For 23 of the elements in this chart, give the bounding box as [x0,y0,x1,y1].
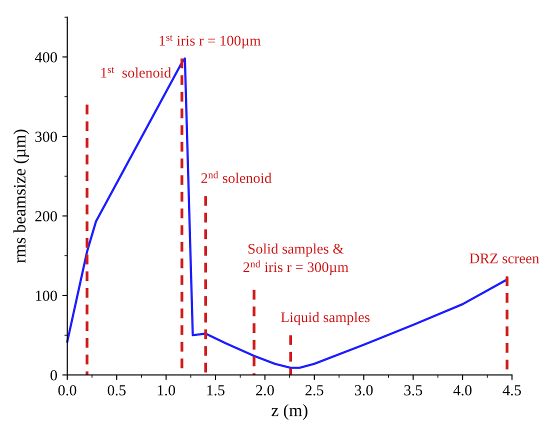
x-tick-label: 3.0 [354,385,373,396]
y-tick-label: 200 [35,211,57,222]
annotation: Liquid samples [281,312,370,326]
annotation: 2$^{nd}$ solenoid [201,171,272,184]
annotation: 1$^{st}$ iris r = 100µm [160,35,261,49]
y-tick-label: 300 [35,132,57,142]
x-tick-label: 2.0 [256,385,274,396]
y-tick-label: 400 [34,52,57,62]
x-tick-label: 4.5 [502,385,521,396]
x-axis-title: z (m) [272,404,308,420]
annotation: 1$^{st}$ solenoid [101,67,172,78]
x-tick-label: 4.0 [453,385,472,396]
annotation: Solid samples & 2$^{nd}$ iris r = 300µm [243,243,348,276]
x-tick-label: 1.5 [207,385,224,396]
annotation: DRZ screen [470,254,540,264]
x-tick-label: 2.5 [305,385,324,396]
x-tick-label: 0.5 [108,385,126,396]
x-tick-label: 3.5 [404,385,422,396]
y-tick-label: 0 [50,370,57,380]
x-tick-label: 0.0 [58,385,76,396]
y-axis-title: rms beamsize (µm) [13,130,30,263]
x-tick-label: 1.0 [158,385,176,396]
y-tick-label: 100 [36,290,57,301]
